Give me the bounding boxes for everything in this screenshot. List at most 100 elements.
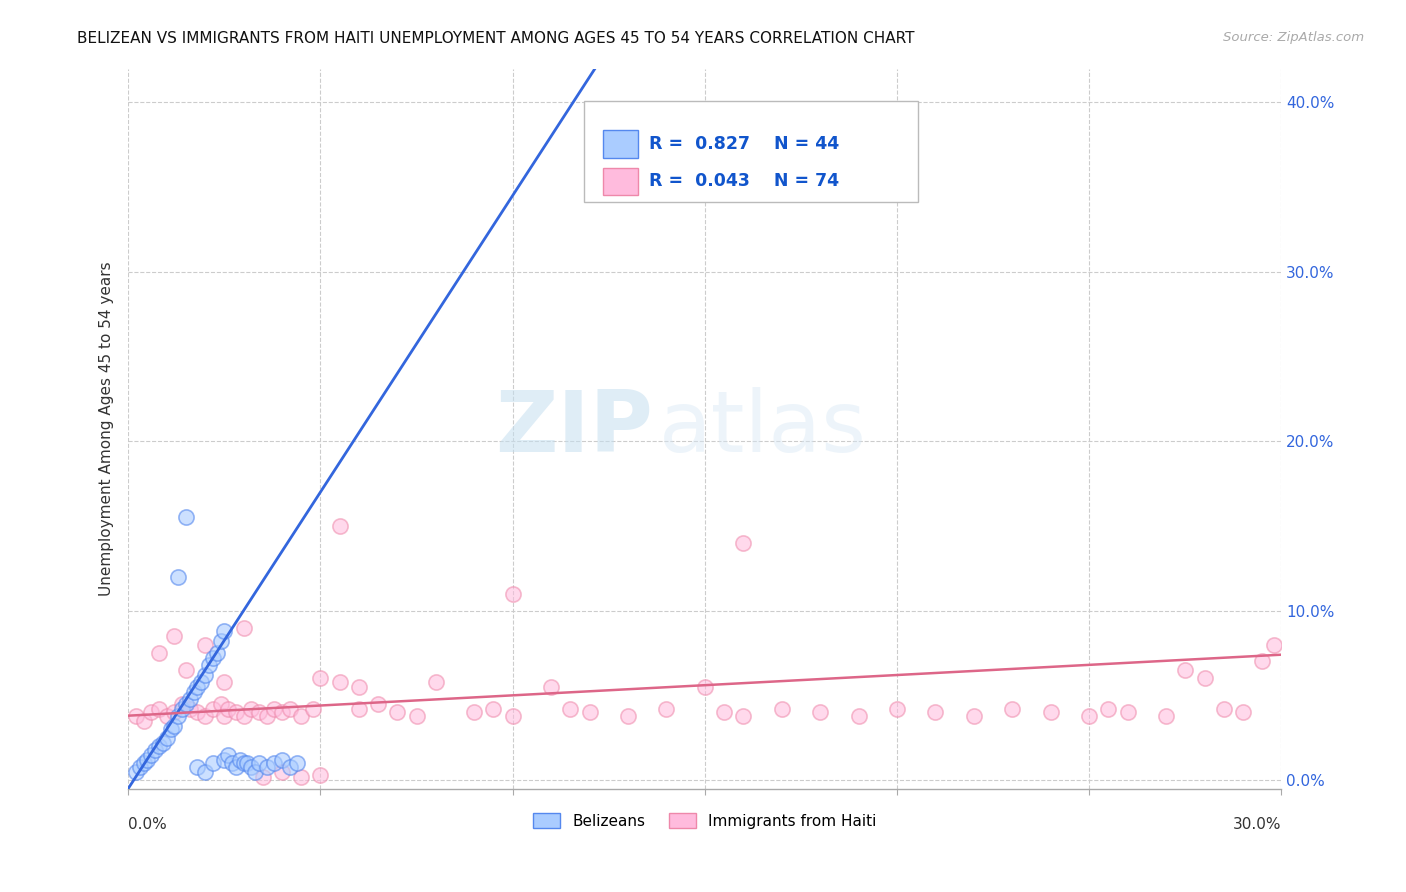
Point — [163, 719, 186, 733]
Point — [1097, 702, 1119, 716]
Point — [217, 747, 239, 762]
Point — [243, 764, 266, 779]
Point — [236, 756, 259, 771]
Point — [252, 770, 274, 784]
Point — [1116, 706, 1139, 720]
Point — [1232, 706, 1254, 720]
Point — [329, 519, 352, 533]
Point — [209, 634, 232, 648]
Point — [170, 702, 193, 716]
Point — [125, 708, 148, 723]
Point — [347, 680, 370, 694]
Text: ZIP: ZIP — [495, 387, 652, 470]
Point — [190, 674, 212, 689]
Point — [271, 753, 294, 767]
Point — [205, 646, 228, 660]
Point — [183, 685, 205, 699]
Point — [148, 739, 170, 754]
Point — [256, 708, 278, 723]
Point — [214, 753, 236, 767]
Point — [201, 756, 224, 771]
Point — [225, 706, 247, 720]
Point — [502, 587, 524, 601]
Point — [209, 697, 232, 711]
Point — [148, 646, 170, 660]
Point — [387, 706, 409, 720]
Point — [232, 621, 254, 635]
Point — [278, 759, 301, 773]
Text: Source: ZipAtlas.com: Source: ZipAtlas.com — [1223, 31, 1364, 45]
Point — [278, 702, 301, 716]
Point — [482, 702, 505, 716]
Point — [240, 702, 263, 716]
Point — [560, 702, 582, 716]
Point — [309, 672, 332, 686]
Point — [221, 756, 243, 771]
Point — [156, 708, 179, 723]
Point — [152, 736, 174, 750]
Point — [225, 759, 247, 773]
Point — [132, 756, 155, 771]
Point — [141, 747, 163, 762]
Point — [1263, 638, 1285, 652]
Point — [240, 759, 263, 773]
Point — [1039, 706, 1062, 720]
Point — [655, 702, 678, 716]
Point — [733, 536, 755, 550]
Point — [924, 706, 946, 720]
Point — [167, 708, 190, 723]
Point — [290, 708, 312, 723]
Point — [963, 708, 986, 723]
Point — [217, 702, 239, 716]
Point — [578, 706, 600, 720]
Point — [1251, 655, 1274, 669]
Point — [347, 702, 370, 716]
Point — [186, 680, 208, 694]
Point — [301, 702, 323, 716]
Point — [848, 708, 870, 723]
Point — [808, 706, 831, 720]
Point — [693, 680, 716, 694]
Text: R =  0.043    N = 74: R = 0.043 N = 74 — [650, 172, 839, 190]
Point — [263, 702, 285, 716]
Point — [201, 702, 224, 716]
Point — [170, 697, 193, 711]
Point — [141, 706, 163, 720]
Point — [194, 638, 217, 652]
Point — [617, 708, 640, 723]
Point — [201, 651, 224, 665]
Point — [163, 706, 186, 720]
Point — [125, 764, 148, 779]
Point — [713, 706, 735, 720]
Point — [1194, 672, 1216, 686]
Y-axis label: Unemployment Among Ages 45 to 54 years: Unemployment Among Ages 45 to 54 years — [100, 261, 114, 596]
Point — [405, 708, 427, 723]
Point — [128, 759, 150, 773]
Text: R =  0.827    N = 44: R = 0.827 N = 44 — [650, 135, 839, 153]
Point — [247, 756, 270, 771]
Text: 0.0%: 0.0% — [128, 817, 167, 832]
Point — [1174, 663, 1197, 677]
Text: atlas: atlas — [658, 387, 866, 470]
Point — [186, 706, 208, 720]
Text: 30.0%: 30.0% — [1233, 817, 1281, 832]
Point — [425, 674, 447, 689]
Point — [886, 702, 908, 716]
Point — [132, 714, 155, 728]
Point — [271, 706, 294, 720]
Point — [232, 708, 254, 723]
Point — [502, 708, 524, 723]
Point — [1212, 702, 1234, 716]
Text: BELIZEAN VS IMMIGRANTS FROM HAITI UNEMPLOYMENT AMONG AGES 45 TO 54 YEARS CORRELA: BELIZEAN VS IMMIGRANTS FROM HAITI UNEMPL… — [77, 31, 915, 46]
Point — [143, 742, 166, 756]
Point — [156, 731, 179, 745]
Point — [163, 629, 186, 643]
Point — [179, 691, 201, 706]
Point — [309, 768, 332, 782]
Point — [174, 697, 197, 711]
Point — [463, 706, 485, 720]
Point — [287, 756, 309, 771]
Point — [540, 680, 562, 694]
Point — [1001, 702, 1024, 716]
Point — [214, 624, 236, 638]
